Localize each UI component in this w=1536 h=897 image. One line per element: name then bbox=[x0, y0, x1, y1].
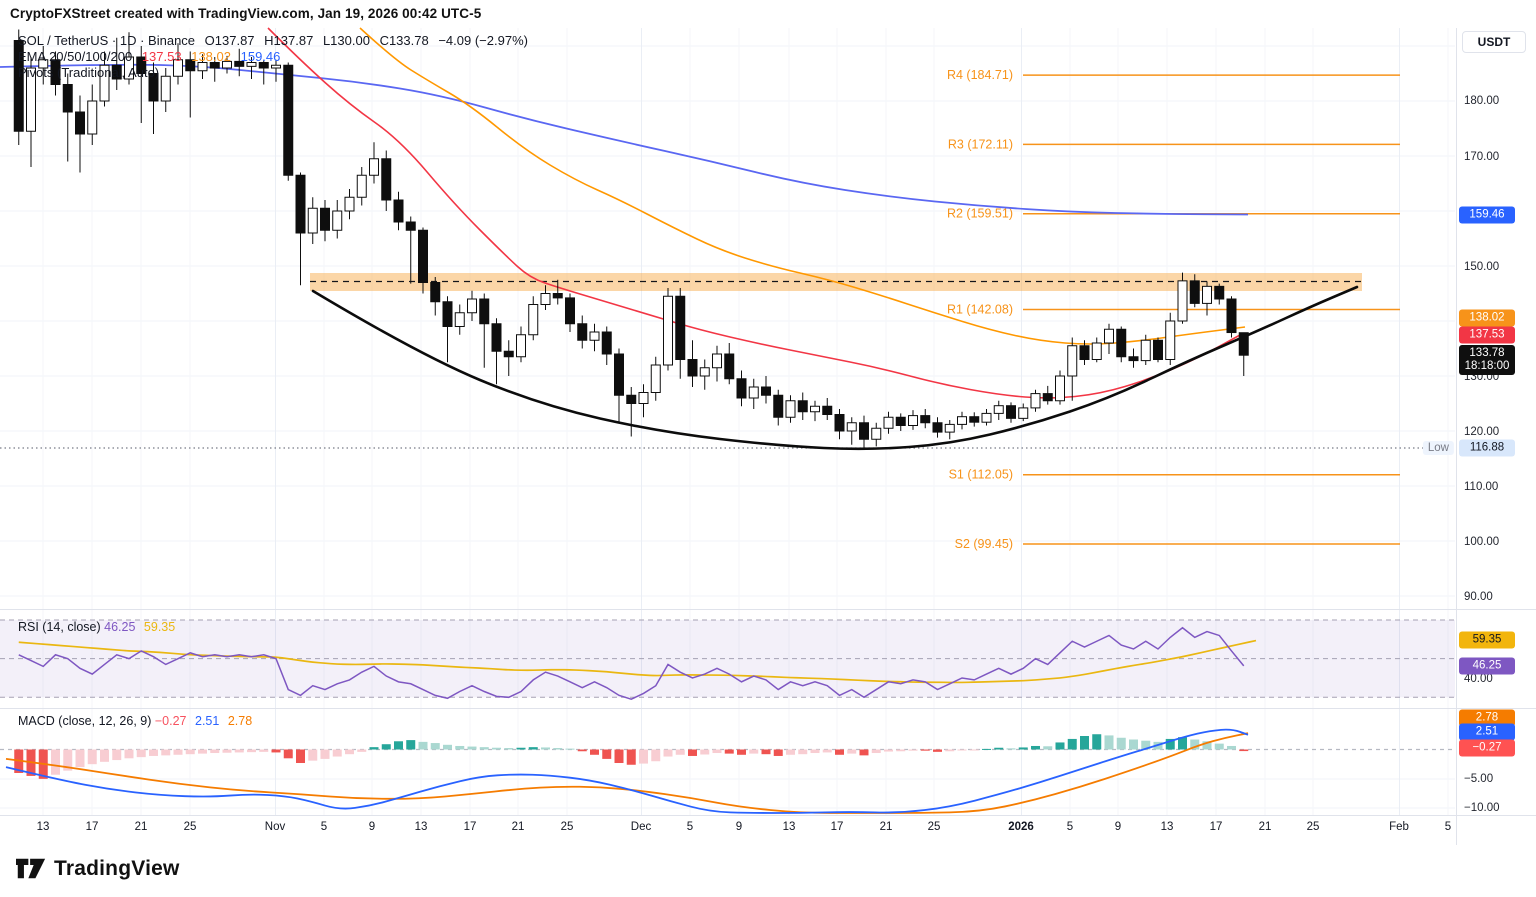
ema-legend-row[interactable]: EMA 20/50/100/200 137.53 138.02 159.46 bbox=[18, 49, 534, 65]
ema100-value: 138.02 bbox=[191, 49, 231, 64]
price-badge: 59.35 bbox=[1459, 631, 1515, 649]
tradingview-logo[interactable]: TradingView bbox=[16, 855, 180, 882]
rounded-bottom-curve[interactable] bbox=[311, 285, 1359, 451]
macd-signal-line[interactable] bbox=[5, 732, 1249, 814]
time-axis-tick: 21 bbox=[879, 821, 893, 833]
pivot-label: R3 (172.11) bbox=[948, 137, 1013, 151]
time-axis-tick: 2026 bbox=[1008, 821, 1034, 833]
price-axis-label: −10.00 bbox=[1464, 802, 1500, 814]
time-axis-border bbox=[0, 815, 1536, 816]
price-badge: 46.25 bbox=[1459, 657, 1515, 675]
pivot-label: S1 (112.05) bbox=[949, 468, 1013, 482]
price-badge: 138.02 bbox=[1459, 309, 1515, 327]
low-label: Low bbox=[1422, 441, 1454, 455]
ohlc-low: L130.00 bbox=[322, 33, 370, 48]
ema200-value: 159.46 bbox=[240, 49, 281, 64]
price-axis-border bbox=[1456, 28, 1457, 845]
time-axis-tick: 13 bbox=[36, 821, 50, 833]
pivots-label: Pivots (Traditional, Auto) bbox=[18, 65, 160, 80]
pane-separator-rsi[interactable] bbox=[0, 609, 1536, 610]
macd-line-value: 2.51 bbox=[195, 714, 220, 728]
time-axis-tick: Feb bbox=[1389, 821, 1409, 833]
ohlc-change: −4.09 (−2.97%) bbox=[438, 33, 528, 48]
price-badge: 137.53 bbox=[1459, 326, 1515, 344]
tradingview-logo-text: TradingView bbox=[54, 856, 180, 880]
time-axis-tick: 21 bbox=[134, 821, 148, 833]
time-axis-tick: 13 bbox=[1160, 821, 1174, 833]
rsi-line[interactable] bbox=[18, 626, 1245, 701]
rsi-legend[interactable]: RSI (14, close) 46.25 59.35 bbox=[18, 620, 175, 634]
price-axis-label: 170.00 bbox=[1464, 151, 1500, 163]
symbol-label[interactable]: SOL / TetherUS · 1D · Binance bbox=[18, 33, 196, 48]
time-axis-tick: 13 bbox=[782, 821, 796, 833]
time-axis-tick: 13 bbox=[414, 821, 428, 833]
time-axis-tick: 5 bbox=[686, 821, 694, 833]
ohlc-open: O137.87 bbox=[204, 33, 255, 48]
candles[interactable] bbox=[13, 29, 1249, 449]
ohlc-close: C133.78 bbox=[379, 33, 429, 48]
time-axis-tick: 21 bbox=[511, 821, 525, 833]
pivots-legend-row[interactable]: Pivots (Traditional, Auto) bbox=[18, 65, 534, 81]
time-axis-tick: 9 bbox=[735, 821, 743, 833]
price-axis-label: 120.00 bbox=[1464, 426, 1500, 438]
main-legend[interactable]: SOL / TetherUS · 1D · Binance O137.87 H1… bbox=[18, 33, 534, 81]
price-axis-label: 100.00 bbox=[1464, 536, 1500, 548]
symbol-ohlc-row: SOL / TetherUS · 1D · Binance O137.87 H1… bbox=[18, 33, 534, 49]
time-axis-tick: 25 bbox=[183, 821, 197, 833]
currency-toggle-button[interactable]: USDT bbox=[1462, 31, 1526, 53]
price-axis-label: 90.00 bbox=[1464, 591, 1493, 603]
ohlc-high: H137.87 bbox=[264, 33, 314, 48]
price-axis-label: 180.00 bbox=[1464, 95, 1500, 107]
price-badge: 159.46 bbox=[1459, 206, 1515, 224]
time-axis-tick: 17 bbox=[463, 821, 477, 833]
pane-separator-macd[interactable] bbox=[0, 708, 1536, 709]
macd-line[interactable] bbox=[5, 728, 1249, 814]
time-axis-tick: 9 bbox=[1114, 821, 1122, 833]
price-axis-label: 40.00 bbox=[1464, 673, 1493, 685]
tradingview-logo-icon bbox=[16, 858, 46, 879]
price-axis-label: 110.00 bbox=[1464, 481, 1499, 493]
rsi-value: 46.25 bbox=[104, 620, 136, 634]
time-axis-tick: 5 bbox=[1444, 821, 1452, 833]
price-badge: 133.78 18:18:00 bbox=[1459, 345, 1515, 375]
time-axis-tick: 21 bbox=[1258, 821, 1272, 833]
price-axis-label: −5.00 bbox=[1464, 773, 1494, 785]
price-badge: 116.88 bbox=[1459, 439, 1515, 457]
macd-hist-value: −0.27 bbox=[154, 714, 187, 728]
macd-legend[interactable]: MACD (close, 12, 26, 9) −0.27 2.51 2.78 bbox=[18, 714, 252, 728]
pivot-label: R4 (184.71) bbox=[947, 68, 1013, 82]
pivot-label: R2 (159.51) bbox=[947, 207, 1013, 221]
rsi-ma-value: 59.35 bbox=[143, 620, 176, 634]
ema-label: EMA 20/50/100/200 bbox=[18, 49, 133, 64]
price-axis-label: 150.00 bbox=[1464, 261, 1500, 273]
macd-histogram[interactable] bbox=[14, 734, 1249, 779]
price-badge: 2.78 bbox=[1459, 709, 1515, 727]
pivot-label: S2 (99.45) bbox=[955, 537, 1013, 551]
time-axis-tick: 17 bbox=[85, 821, 99, 833]
time-axis-tick: 17 bbox=[1209, 821, 1223, 833]
time-axis-tick: Nov bbox=[264, 821, 286, 833]
price-badge: −0.27 bbox=[1459, 739, 1515, 757]
time-axis-tick: 25 bbox=[1306, 821, 1320, 833]
time-axis-tick: 5 bbox=[320, 821, 328, 833]
time-axis-tick: 9 bbox=[368, 821, 376, 833]
macd-label: MACD (close, 12, 26, 9) bbox=[18, 714, 152, 728]
ema200-line[interactable] bbox=[0, 63, 1249, 216]
time-axis-tick: 17 bbox=[830, 821, 844, 833]
price-badge: 2.51 bbox=[1459, 723, 1515, 741]
page-title: CryptoFXStreet created with TradingView.… bbox=[10, 6, 482, 21]
time-axis-tick: 25 bbox=[560, 821, 574, 833]
ema50-value: 137.53 bbox=[141, 49, 182, 64]
time-axis-tick: 5 bbox=[1066, 821, 1074, 833]
rsi-label: RSI (14, close) bbox=[18, 620, 101, 634]
time-axis-tick: 25 bbox=[927, 821, 941, 833]
time-axis-tick: Dec bbox=[630, 821, 652, 833]
pivot-label: R1 (142.08) bbox=[947, 303, 1013, 317]
macd-signal-value: 2.78 bbox=[227, 714, 253, 728]
